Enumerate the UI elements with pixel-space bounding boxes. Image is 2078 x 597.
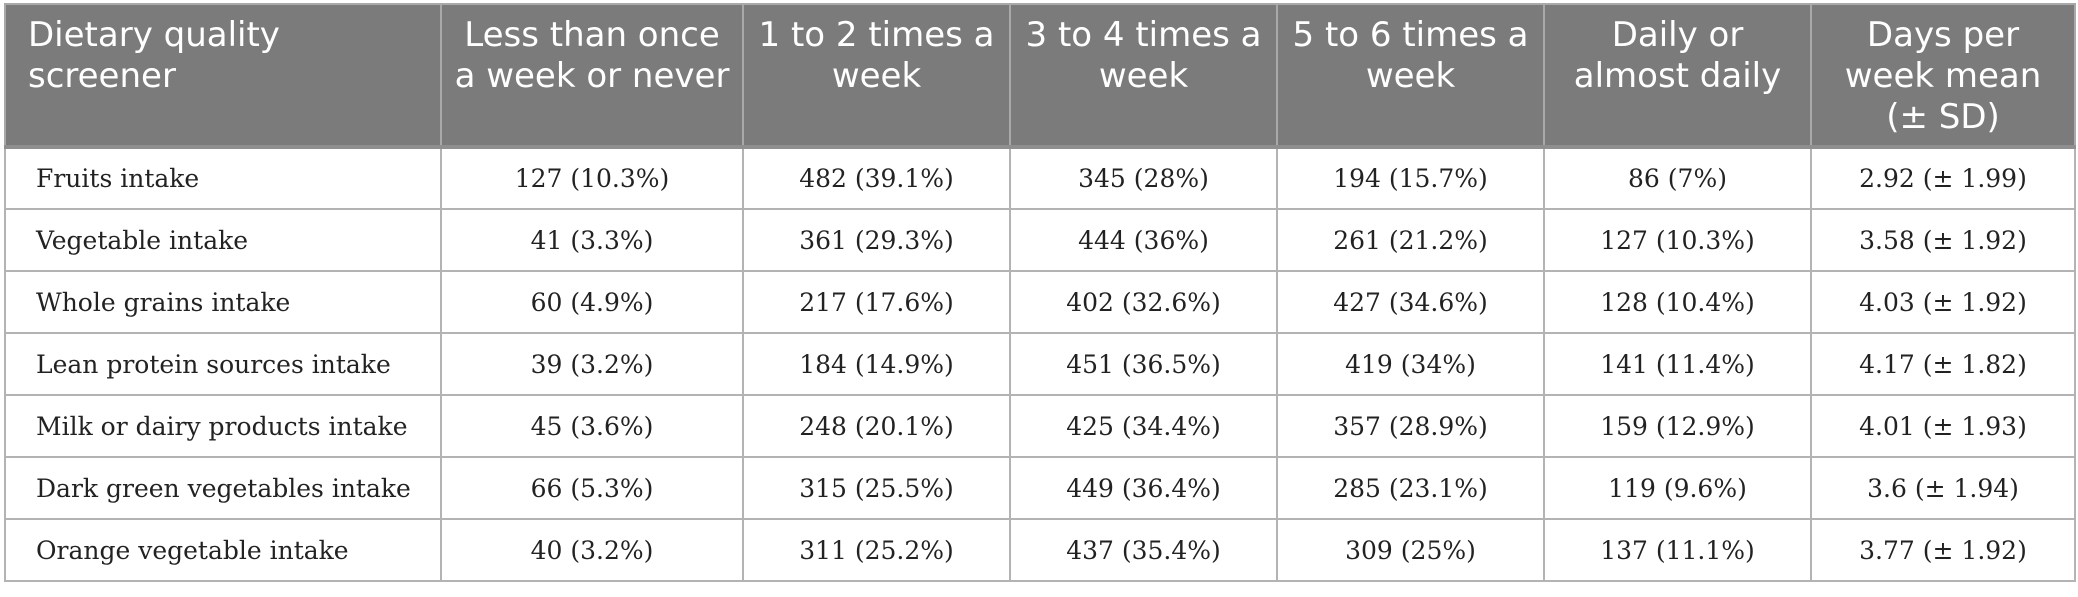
table-row: Milk or dairy products intake 45 (3.6%) … [4,394,2076,458]
table-cell: 4.01 (± 1.93) [1810,394,2076,458]
header-cell-5-6-weekly: 5 to 6 times a week [1276,3,1545,148]
table-cell: 41 (3.3%) [440,208,744,272]
table-cell: 402 (32.6%) [1009,270,1278,334]
table-cell: 194 (15.7%) [1276,146,1545,210]
table-cell: 427 (34.6%) [1276,270,1545,334]
table-cell: 127 (10.3%) [1543,208,1812,272]
table-row: Vegetable intake 41 (3.3%) 361 (29.3%) 4… [4,208,2076,272]
table-row: Dark green vegetables intake 66 (5.3%) 3… [4,456,2076,520]
table-cell: 184 (14.9%) [742,332,1011,396]
table-cell: 357 (28.9%) [1276,394,1545,458]
table-row: Orange vegetable intake 40 (3.2%) 311 (2… [4,518,2076,582]
table-cell: 3.58 (± 1.92) [1810,208,2076,272]
table-cell: 45 (3.6%) [440,394,744,458]
table-cell: 248 (20.1%) [742,394,1011,458]
header-cell-screener: Dietary quality screener [4,3,442,148]
row-label: Whole grains intake [4,270,442,334]
row-label: Lean protein sources intake [4,332,442,396]
table-cell: 345 (28%) [1009,146,1278,210]
table-cell: 137 (11.1%) [1543,518,1812,582]
table-cell: 119 (9.6%) [1543,456,1812,520]
table-cell: 361 (29.3%) [742,208,1011,272]
table-cell: 127 (10.3%) [440,146,744,210]
header-cell-3-4-weekly: 3 to 4 times a week [1009,3,1278,148]
table-cell: 311 (25.2%) [742,518,1011,582]
table-cell: 159 (12.9%) [1543,394,1812,458]
table-cell: 425 (34.4%) [1009,394,1278,458]
table-cell: 60 (4.9%) [440,270,744,334]
table-cell: 217 (17.6%) [742,270,1011,334]
table-cell: 39 (3.2%) [440,332,744,396]
table-cell: 40 (3.2%) [440,518,744,582]
header-cell-1-2-weekly: 1 to 2 times a week [742,3,1011,148]
table-row: Fruits intake 127 (10.3%) 482 (39.1%) 34… [4,146,2076,210]
header-cell-mean-sd: Days per week mean (± SD) [1810,3,2076,148]
table-cell: 128 (10.4%) [1543,270,1812,334]
table-cell: 309 (25%) [1276,518,1545,582]
row-label: Vegetable intake [4,208,442,272]
table-cell: 66 (5.3%) [440,456,744,520]
table-cell: 482 (39.1%) [742,146,1011,210]
header-cell-less-than-weekly: Less than once a week or never [440,3,744,148]
row-label: Dark green vegetables intake [4,456,442,520]
dietary-quality-table: Dietary quality screener Less than once … [4,3,2076,582]
table-cell: 315 (25.5%) [742,456,1011,520]
table-row: Whole grains intake 60 (4.9%) 217 (17.6%… [4,270,2076,334]
table-cell: 261 (21.2%) [1276,208,1545,272]
header-cell-daily: Daily or almost daily [1543,3,1812,148]
table-cell: 2.92 (± 1.99) [1810,146,2076,210]
table-cell: 444 (36%) [1009,208,1278,272]
header-row: Dietary quality screener Less than once … [4,3,2076,148]
row-label: Orange vegetable intake [4,518,442,582]
table-cell: 449 (36.4%) [1009,456,1278,520]
table-cell: 451 (36.5%) [1009,332,1278,396]
table-cell: 141 (11.4%) [1543,332,1812,396]
table-row: Lean protein sources intake 39 (3.2%) 18… [4,332,2076,396]
table-cell: 3.6 (± 1.94) [1810,456,2076,520]
table-cell: 86 (7%) [1543,146,1812,210]
table-cell: 437 (35.4%) [1009,518,1278,582]
table-cell: 4.03 (± 1.92) [1810,270,2076,334]
table-cell: 3.77 (± 1.92) [1810,518,2076,582]
table-cell: 4.17 (± 1.82) [1810,332,2076,396]
table-cell: 285 (23.1%) [1276,456,1545,520]
row-label: Milk or dairy products intake [4,394,442,458]
row-label: Fruits intake [4,146,442,210]
table-cell: 419 (34%) [1276,332,1545,396]
